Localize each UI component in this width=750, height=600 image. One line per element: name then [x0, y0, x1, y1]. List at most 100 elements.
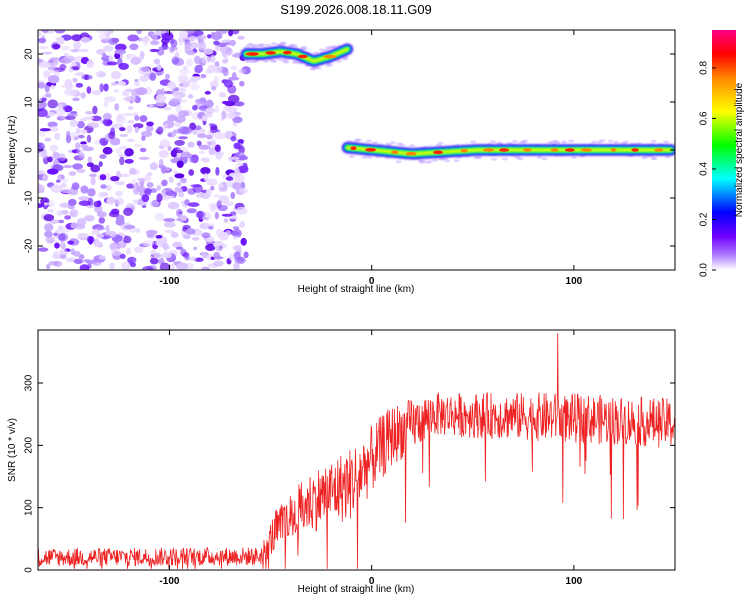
noise-speckle	[95, 71, 106, 78]
noise-speckle	[237, 138, 245, 144]
noise-speckle	[155, 94, 167, 103]
x-tick-label: -100	[159, 276, 179, 287]
colorbar-tick-label: 0.6	[699, 111, 710, 125]
noise-speckle	[86, 134, 92, 143]
noise-speckle	[45, 236, 55, 244]
trace-haze	[650, 139, 657, 143]
trace-haze	[571, 156, 578, 159]
y-tick-label: 0	[24, 567, 35, 573]
noise-speckle	[149, 258, 159, 265]
noise-speckle	[228, 215, 238, 220]
noise-speckle	[209, 206, 218, 213]
trace-haze	[243, 46, 250, 50]
noise-speckle	[67, 112, 78, 117]
noise-speckle	[201, 266, 210, 270]
noise-speckle	[206, 178, 218, 186]
noise-speckle	[202, 157, 210, 163]
noise-speckle	[179, 69, 190, 75]
noise-speckle	[170, 231, 179, 239]
noise-speckle	[90, 164, 101, 173]
noise-speckle	[227, 94, 240, 104]
noise-speckle	[48, 59, 54, 64]
noise-speckle	[214, 75, 219, 82]
y-tick-label: -10	[24, 190, 35, 205]
noise-speckle	[69, 120, 79, 125]
trace-haze	[435, 143, 442, 147]
noise-speckle	[99, 83, 104, 92]
noise-speckle	[173, 169, 178, 175]
noise-speckle	[39, 46, 49, 50]
noise-speckle	[190, 83, 200, 91]
noise-speckle	[167, 201, 180, 210]
noise-speckle	[198, 150, 206, 155]
noise-speckle	[93, 200, 102, 208]
noise-speckle	[70, 222, 78, 229]
noise-speckle	[234, 101, 245, 107]
noise-speckle	[110, 137, 121, 145]
noise-speckle	[103, 235, 112, 239]
noise-speckle	[214, 211, 219, 220]
noise-speckle	[146, 121, 154, 127]
noise-speckle	[75, 82, 84, 88]
noise-speckle	[38, 37, 47, 44]
noise-speckle	[206, 134, 213, 140]
noise-speckle	[230, 65, 238, 71]
noise-speckle	[80, 141, 87, 145]
noise-speckle	[119, 253, 126, 259]
noise-speckle	[70, 248, 75, 255]
noise-speckle	[78, 134, 85, 139]
noise-speckle	[165, 73, 170, 80]
noise-speckle	[184, 255, 190, 261]
trace-haze	[515, 156, 522, 160]
noise-speckle	[115, 219, 125, 226]
noise-speckle	[161, 179, 168, 187]
trace-haze	[283, 57, 290, 61]
noise-speckle	[201, 232, 211, 239]
trace-haze	[641, 156, 648, 160]
noise-speckle	[122, 90, 130, 97]
noise-speckle	[96, 233, 105, 238]
trace-haze	[265, 43, 272, 47]
noise-speckle	[38, 82, 46, 89]
noise-speckle	[127, 138, 135, 143]
noise-speckle	[179, 87, 187, 93]
noise-speckle	[175, 104, 182, 113]
noise-speckle	[59, 202, 71, 208]
snr-x-label: Height of straight line (km)	[298, 584, 415, 595]
noise-speckle	[188, 35, 198, 42]
noise-speckle	[110, 208, 120, 215]
noise-speckle	[77, 120, 85, 129]
noise-speckle	[129, 43, 139, 51]
noise-speckle	[139, 147, 147, 153]
y-tick-label: 200	[24, 437, 35, 454]
trace-haze	[511, 139, 518, 143]
noise-speckle	[141, 194, 150, 203]
noise-speckle	[141, 135, 146, 141]
noise-speckle	[92, 261, 102, 266]
trace-hotspot	[482, 148, 495, 152]
noise-speckle	[195, 210, 206, 219]
noise-speckle	[142, 240, 155, 247]
noise-speckle	[189, 42, 199, 49]
trace-haze	[439, 157, 446, 161]
noise-speckle	[103, 100, 109, 108]
noise-speckle	[194, 64, 203, 74]
noise-speckle	[42, 30, 49, 34]
noise-speckle	[74, 136, 79, 141]
noise-speckle	[219, 151, 225, 156]
noise-speckle	[144, 188, 152, 195]
noise-speckle	[44, 223, 54, 232]
trace-haze	[372, 141, 379, 145]
noise-speckle	[200, 35, 207, 40]
noise-speckle	[146, 182, 154, 188]
noise-speckle	[47, 121, 58, 128]
trace-haze	[291, 61, 298, 65]
noise-speckle	[87, 188, 96, 197]
noise-speckle	[87, 156, 93, 163]
noise-speckle	[176, 182, 182, 187]
noise-speckle	[63, 164, 73, 169]
noise-speckle	[117, 241, 126, 249]
noise-speckle	[57, 232, 69, 242]
noise-speckle	[180, 177, 187, 184]
noise-speckle	[154, 212, 165, 222]
